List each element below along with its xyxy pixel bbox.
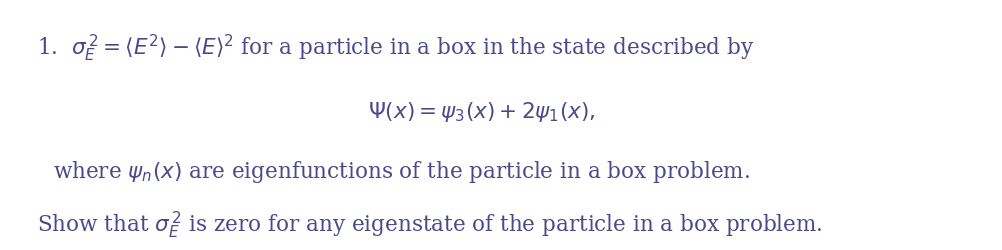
Text: Show that $\sigma_E^{\,2}$ is zero for any eigenstate of the particle in a box p: Show that $\sigma_E^{\,2}$ is zero for a… (37, 209, 823, 240)
Text: 1.  $\sigma_E^{\,2} = \langle E^2 \rangle - \langle E \rangle^2$ for a particle : 1. $\sigma_E^{\,2} = \langle E^2 \rangle… (37, 32, 754, 64)
Text: where $\psi_n(x)$ are eigenfunctions of the particle in a box problem.: where $\psi_n(x)$ are eigenfunctions of … (53, 159, 749, 185)
Text: $\Psi(x) = \psi_3(x) + 2\psi_1(x),$: $\Psi(x) = \psi_3(x) + 2\psi_1(x),$ (368, 100, 595, 124)
